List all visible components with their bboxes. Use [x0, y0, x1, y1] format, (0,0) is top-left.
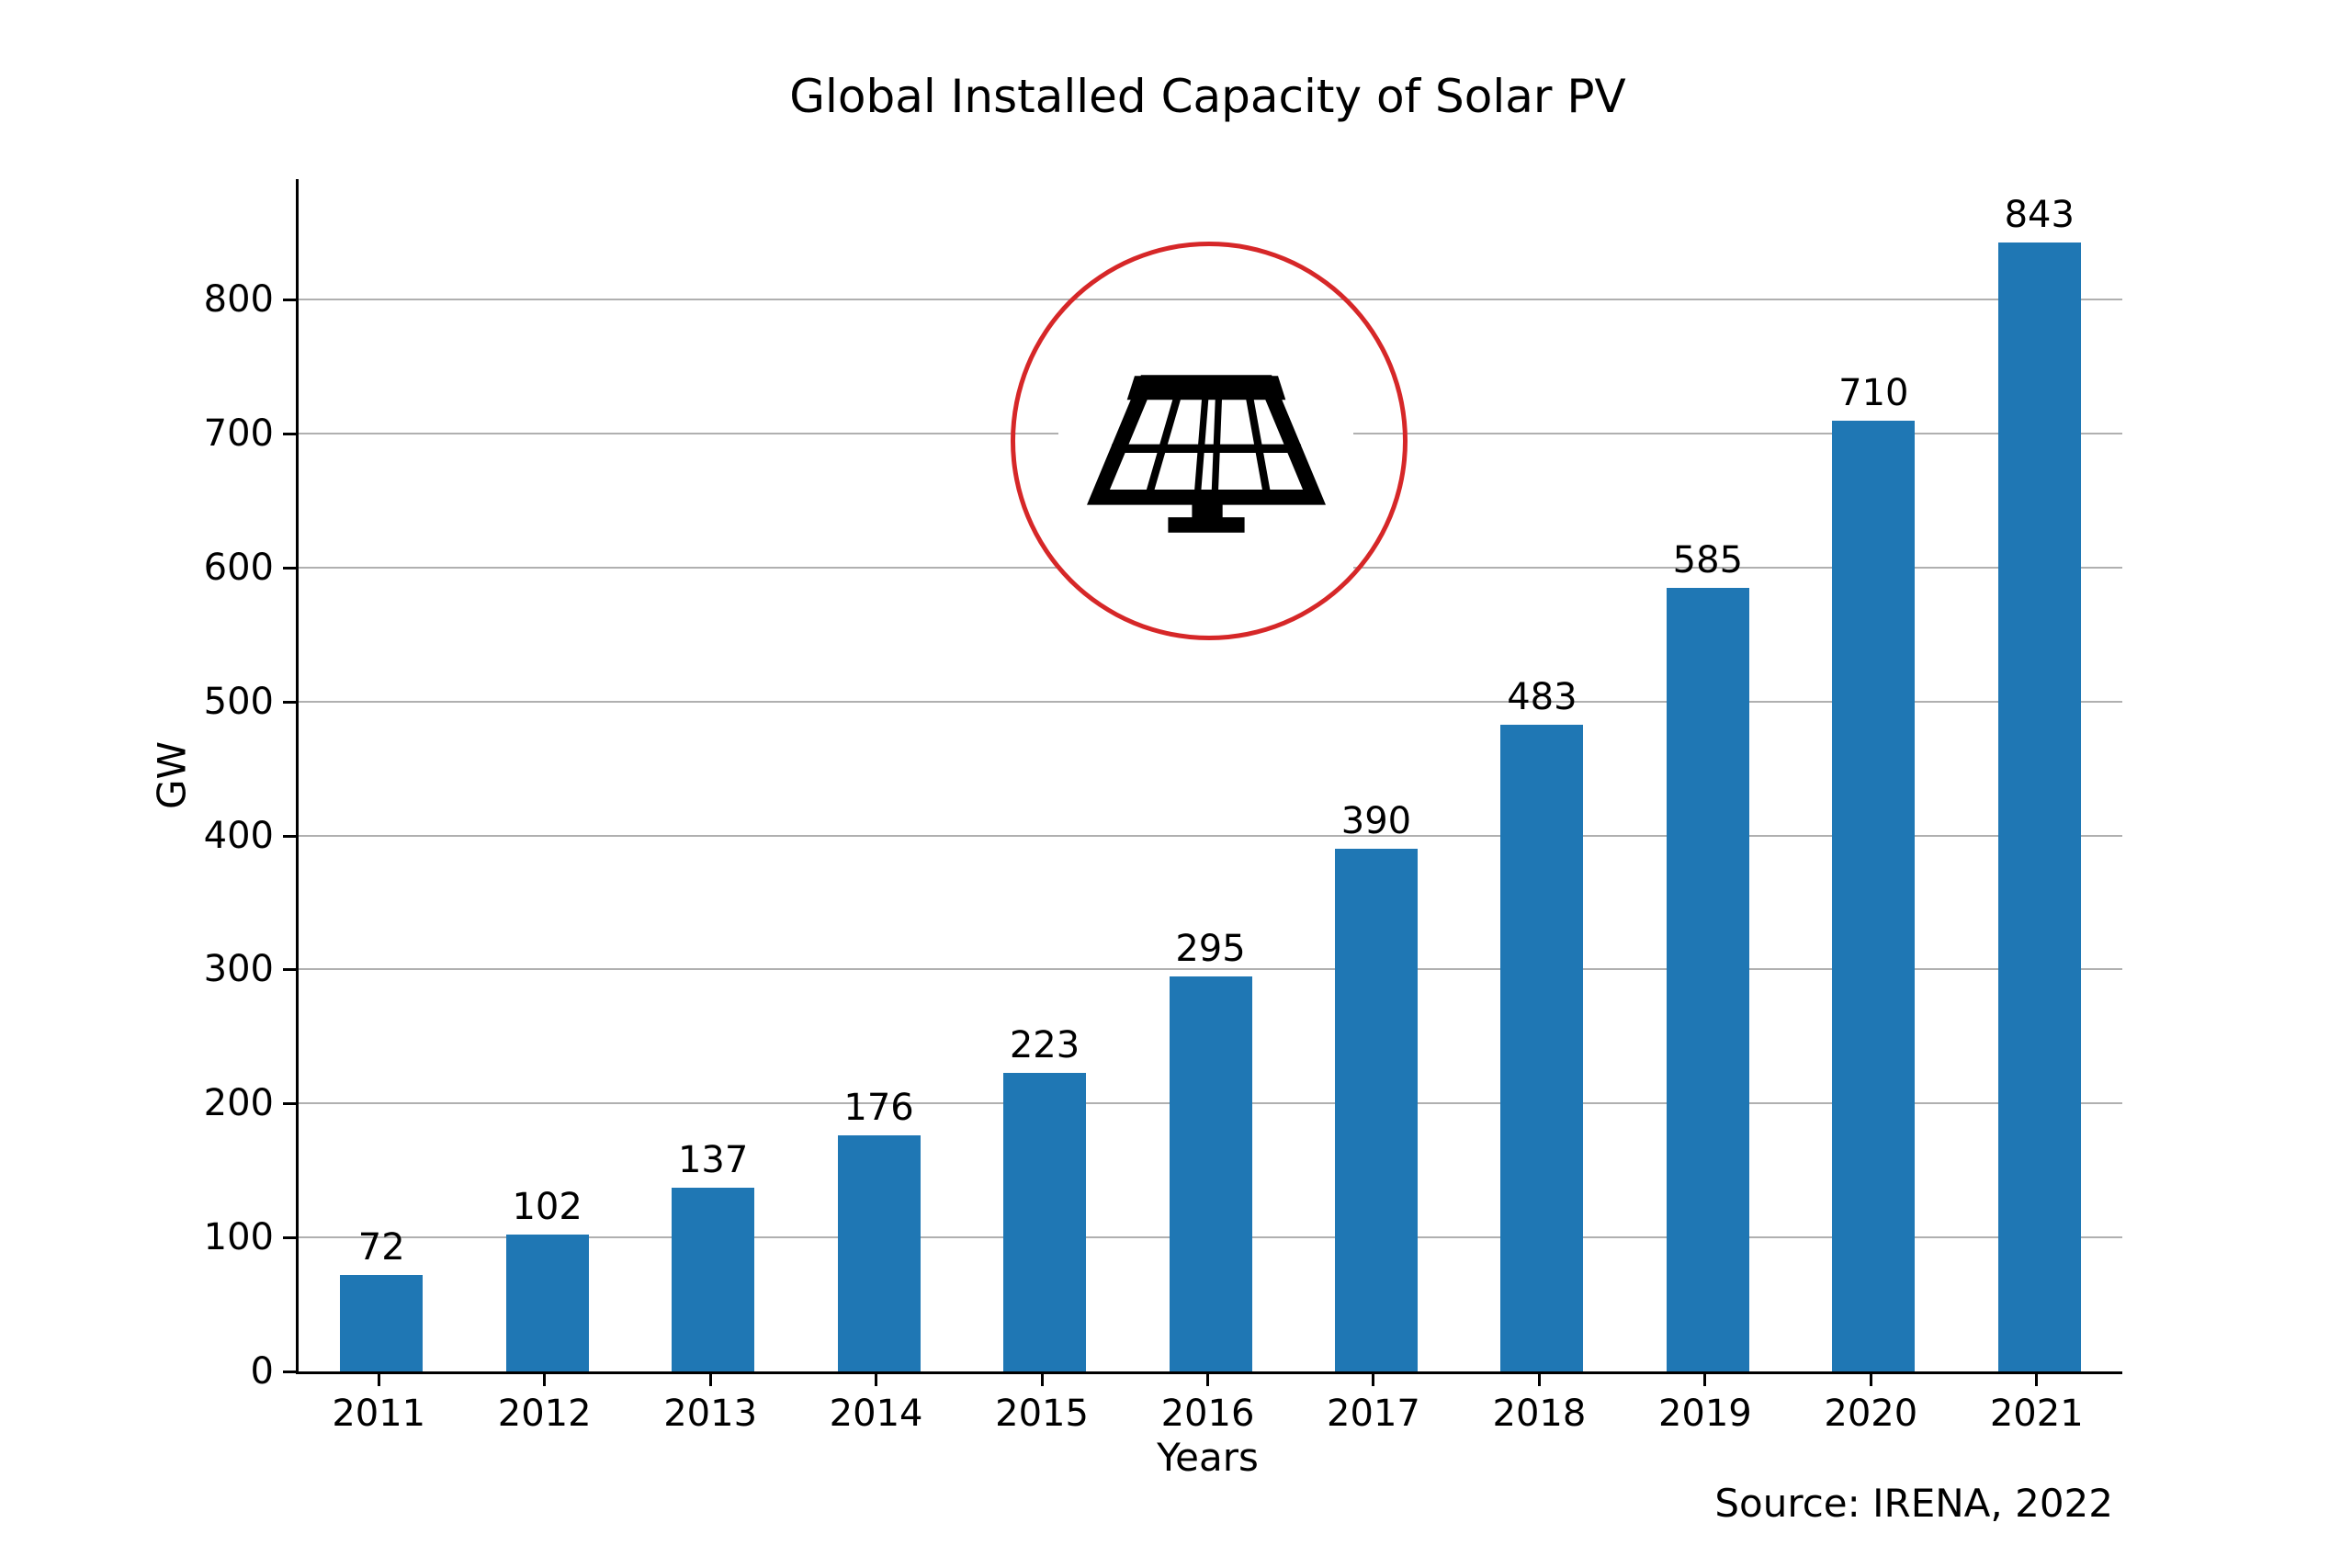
x-tick-mark-2017 — [1372, 1374, 1375, 1386]
bar-2021 — [1997, 242, 2081, 1371]
y-axis-label: GW — [149, 740, 195, 810]
y-tick-label-0: 0 — [250, 1350, 274, 1393]
x-tick-label-2017: 2017 — [1327, 1393, 1420, 1435]
bar-value-label-2021: 843 — [2004, 193, 2075, 236]
x-tick-mark-2019 — [1703, 1374, 1707, 1386]
x-tick-label-2015: 2015 — [995, 1393, 1089, 1435]
circle-annotation — [1011, 242, 1408, 640]
y-tick-label-700: 700 — [203, 412, 274, 456]
y-tick-mark-100 — [283, 1236, 296, 1240]
bar-value-label-2019: 585 — [1672, 538, 1744, 581]
bar-value-label-2016: 295 — [1175, 927, 1246, 970]
x-tick-label-2013: 2013 — [663, 1393, 758, 1435]
bar-value-label-2011: 72 — [357, 1226, 405, 1269]
x-tick-mark-2016 — [1206, 1374, 1209, 1386]
bar-value-label-2020: 710 — [1838, 371, 1909, 414]
bar-2013 — [672, 1188, 755, 1371]
gridline-400 — [299, 834, 2122, 837]
bar-value-label-2018: 483 — [1507, 675, 1577, 718]
y-tick-label-300: 300 — [203, 948, 274, 991]
y-tick-mark-200 — [283, 1102, 296, 1106]
bar-value-label-2017: 390 — [1340, 800, 1412, 843]
bar-2016 — [1169, 976, 1252, 1371]
bar-2011 — [340, 1275, 424, 1371]
bar-2020 — [1832, 420, 1916, 1371]
bar-2019 — [1666, 587, 1749, 1371]
bar-2014 — [837, 1135, 921, 1371]
plot-area: 72 102 137 176 223 295 390 483 585 710 843 — [296, 179, 2122, 1374]
x-tick-mark-2021 — [2035, 1374, 2039, 1386]
bar-2015 — [1003, 1072, 1087, 1371]
y-tick-mark-600 — [283, 566, 296, 570]
y-tick-mark-300 — [283, 968, 296, 972]
source-note: Source: IRENA, 2022 — [1714, 1481, 2113, 1526]
y-tick-label-200: 200 — [203, 1082, 274, 1125]
x-tick-mark-2014 — [875, 1374, 878, 1386]
x-axis-label: Years — [1157, 1435, 1259, 1480]
chart-title: Global Installed Capacity of Solar PV — [789, 70, 1626, 123]
bar-value-label-2014: 176 — [843, 1087, 914, 1130]
bar-value-label-2013: 137 — [677, 1139, 749, 1182]
y-tick-mark-0 — [283, 1371, 296, 1373]
x-tick-mark-2012 — [543, 1374, 547, 1386]
x-tick-label-2020: 2020 — [1824, 1393, 1918, 1435]
x-tick-mark-2015 — [1040, 1374, 1044, 1386]
gridline-500 — [299, 700, 2122, 703]
x-tick-label-2021: 2021 — [1989, 1393, 2084, 1435]
x-tick-mark-2018 — [1537, 1374, 1541, 1386]
y-tick-mark-800 — [283, 299, 296, 302]
bar-2012 — [505, 1235, 589, 1371]
x-tick-mark-2011 — [377, 1374, 380, 1386]
y-tick-mark-700 — [283, 433, 296, 436]
bar-value-label-2012: 102 — [512, 1186, 582, 1229]
y-tick-label-600: 600 — [203, 546, 274, 589]
bar-2017 — [1334, 849, 1418, 1371]
x-tick-label-2014: 2014 — [829, 1393, 923, 1435]
bar-value-label-2015: 223 — [1009, 1023, 1080, 1066]
x-tick-mark-2020 — [1869, 1374, 1872, 1386]
y-tick-mark-400 — [283, 834, 296, 838]
y-tick-label-800: 800 — [203, 278, 274, 321]
x-tick-label-2012: 2012 — [497, 1393, 592, 1435]
x-tick-label-2016: 2016 — [1160, 1393, 1255, 1435]
y-tick-label-100: 100 — [203, 1216, 274, 1259]
y-tick-label-500: 500 — [203, 680, 274, 723]
x-tick-label-2019: 2019 — [1657, 1393, 1752, 1435]
gridline-300 — [299, 968, 2122, 971]
x-tick-label-2018: 2018 — [1492, 1393, 1587, 1435]
bar-2018 — [1500, 724, 1584, 1371]
y-tick-mark-500 — [283, 700, 296, 704]
x-tick-mark-2013 — [708, 1374, 712, 1386]
y-tick-label-400: 400 — [203, 814, 274, 857]
x-tick-label-2011: 2011 — [332, 1393, 426, 1435]
